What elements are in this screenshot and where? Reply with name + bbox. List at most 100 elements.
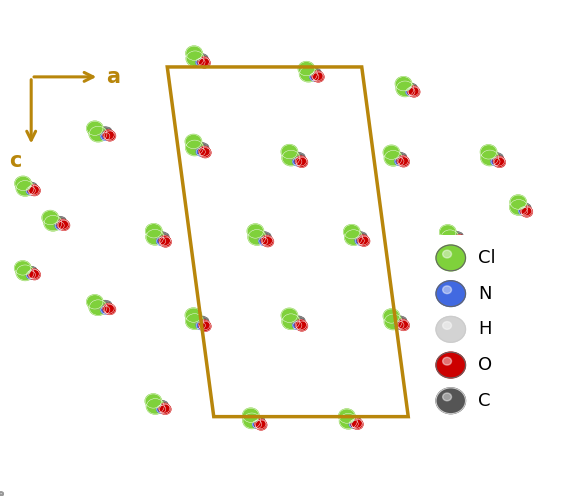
Circle shape bbox=[296, 157, 307, 167]
Circle shape bbox=[493, 320, 501, 327]
Circle shape bbox=[0, 493, 3, 496]
Circle shape bbox=[23, 265, 31, 272]
Circle shape bbox=[481, 314, 498, 329]
Circle shape bbox=[256, 419, 264, 426]
Circle shape bbox=[391, 153, 399, 160]
Circle shape bbox=[447, 233, 455, 240]
Circle shape bbox=[58, 219, 66, 226]
Circle shape bbox=[489, 152, 497, 159]
Circle shape bbox=[98, 132, 105, 139]
Circle shape bbox=[289, 153, 297, 160]
Circle shape bbox=[190, 141, 198, 148]
Circle shape bbox=[390, 314, 397, 321]
Circle shape bbox=[255, 419, 266, 429]
Circle shape bbox=[439, 225, 456, 239]
Circle shape bbox=[282, 150, 300, 166]
Circle shape bbox=[26, 269, 34, 276]
Circle shape bbox=[523, 283, 531, 290]
Circle shape bbox=[488, 316, 496, 323]
Circle shape bbox=[352, 233, 360, 240]
Circle shape bbox=[486, 316, 494, 323]
Circle shape bbox=[394, 157, 402, 164]
Circle shape bbox=[485, 151, 493, 158]
Circle shape bbox=[0, 492, 2, 495]
Circle shape bbox=[521, 282, 529, 289]
Circle shape bbox=[406, 86, 414, 93]
Circle shape bbox=[510, 279, 527, 295]
Circle shape bbox=[492, 317, 500, 324]
Circle shape bbox=[391, 319, 399, 326]
Circle shape bbox=[23, 184, 31, 190]
Circle shape bbox=[250, 420, 258, 427]
Circle shape bbox=[312, 72, 324, 82]
Circle shape bbox=[50, 220, 58, 227]
Circle shape bbox=[253, 418, 261, 425]
Circle shape bbox=[307, 69, 315, 76]
Circle shape bbox=[200, 55, 208, 62]
Circle shape bbox=[338, 409, 355, 423]
Circle shape bbox=[191, 54, 199, 61]
Circle shape bbox=[519, 283, 527, 290]
Circle shape bbox=[21, 268, 29, 275]
Circle shape bbox=[23, 268, 31, 275]
Circle shape bbox=[490, 317, 498, 324]
Circle shape bbox=[485, 314, 493, 321]
Circle shape bbox=[354, 233, 362, 240]
Circle shape bbox=[287, 313, 295, 320]
Circle shape bbox=[28, 186, 36, 192]
Circle shape bbox=[516, 282, 524, 289]
Circle shape bbox=[196, 58, 204, 64]
Circle shape bbox=[310, 71, 318, 78]
Circle shape bbox=[20, 182, 28, 189]
Circle shape bbox=[100, 304, 108, 311]
Circle shape bbox=[198, 143, 206, 150]
Circle shape bbox=[493, 157, 501, 164]
Circle shape bbox=[194, 53, 202, 60]
Circle shape bbox=[405, 87, 413, 94]
Circle shape bbox=[391, 150, 399, 157]
Circle shape bbox=[307, 68, 315, 75]
Circle shape bbox=[349, 418, 357, 425]
Circle shape bbox=[310, 70, 318, 77]
Circle shape bbox=[358, 236, 370, 246]
Circle shape bbox=[259, 235, 267, 242]
Circle shape bbox=[16, 265, 34, 280]
Circle shape bbox=[186, 140, 204, 156]
Circle shape bbox=[510, 275, 526, 289]
Circle shape bbox=[293, 319, 301, 326]
Circle shape bbox=[517, 203, 524, 210]
Circle shape bbox=[92, 301, 100, 308]
Circle shape bbox=[349, 420, 357, 427]
Circle shape bbox=[409, 84, 417, 91]
Circle shape bbox=[200, 57, 208, 63]
Circle shape bbox=[253, 232, 261, 239]
Circle shape bbox=[340, 413, 357, 429]
Circle shape bbox=[156, 402, 164, 409]
Circle shape bbox=[443, 393, 451, 401]
Circle shape bbox=[289, 155, 297, 162]
Circle shape bbox=[486, 150, 494, 157]
Circle shape bbox=[436, 245, 466, 271]
Circle shape bbox=[196, 56, 204, 63]
Circle shape bbox=[399, 153, 407, 160]
Circle shape bbox=[196, 57, 204, 63]
Circle shape bbox=[96, 127, 104, 134]
Circle shape bbox=[521, 206, 532, 216]
Circle shape bbox=[395, 77, 412, 91]
Circle shape bbox=[290, 313, 298, 320]
Circle shape bbox=[489, 315, 497, 322]
Circle shape bbox=[395, 157, 404, 165]
Circle shape bbox=[521, 206, 529, 213]
Circle shape bbox=[403, 84, 411, 91]
Circle shape bbox=[293, 155, 301, 162]
Circle shape bbox=[295, 156, 307, 166]
Circle shape bbox=[391, 317, 399, 324]
Circle shape bbox=[15, 177, 31, 190]
Circle shape bbox=[29, 267, 37, 274]
Circle shape bbox=[293, 158, 302, 166]
Circle shape bbox=[287, 153, 295, 160]
Circle shape bbox=[290, 150, 298, 157]
Circle shape bbox=[0, 492, 2, 495]
Circle shape bbox=[99, 128, 107, 135]
Circle shape bbox=[23, 270, 31, 277]
